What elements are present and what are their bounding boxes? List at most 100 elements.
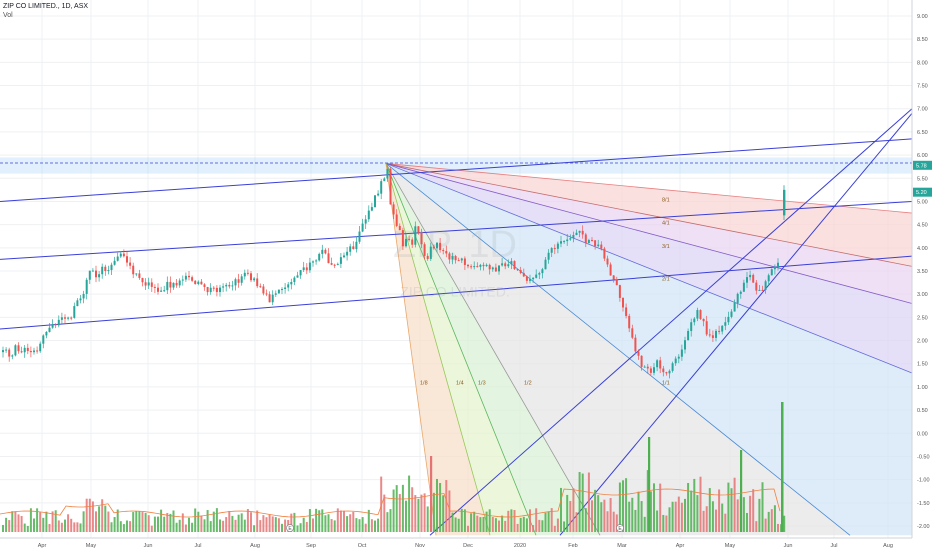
candle-body bbox=[33, 350, 35, 353]
candle-body bbox=[163, 290, 166, 292]
volume-bar bbox=[594, 489, 597, 532]
candle-body bbox=[519, 270, 522, 273]
volume-bar bbox=[178, 519, 181, 532]
volume-bar bbox=[141, 512, 144, 532]
volume-bar bbox=[740, 450, 743, 532]
x-axis-label: Dec bbox=[463, 543, 473, 549]
volume-bar bbox=[439, 483, 442, 532]
volume-bar bbox=[711, 501, 714, 532]
candle-body bbox=[445, 251, 448, 254]
volume-bar bbox=[67, 514, 70, 532]
gann-fan-label: 1/8 bbox=[420, 381, 428, 387]
volume-bar bbox=[653, 483, 655, 532]
volume-bar bbox=[29, 508, 32, 532]
volume-bar bbox=[284, 519, 287, 532]
candle-body bbox=[510, 261, 513, 265]
volume-bar bbox=[612, 511, 615, 532]
volume-bar bbox=[758, 498, 761, 532]
gann-fan-label: 1/2 bbox=[524, 381, 532, 387]
volume-bar bbox=[727, 482, 730, 532]
candle-body bbox=[637, 351, 640, 356]
price-label-box bbox=[913, 160, 932, 170]
y-axis-tick-label: 7.50 bbox=[917, 84, 928, 90]
volume-bar bbox=[42, 517, 45, 532]
volume-bar bbox=[231, 515, 234, 532]
candle-body bbox=[370, 207, 373, 211]
volume-bar bbox=[374, 520, 376, 532]
volume-bar bbox=[525, 518, 528, 532]
volume-bar bbox=[11, 511, 14, 532]
volume-bar bbox=[479, 517, 482, 532]
volume-bar bbox=[194, 508, 197, 532]
volume-bar bbox=[315, 508, 318, 532]
volume-bar bbox=[386, 512, 389, 532]
volume-bar bbox=[296, 525, 299, 532]
volume-bar bbox=[522, 516, 525, 532]
volume-bar bbox=[243, 519, 246, 532]
candle-body bbox=[491, 267, 494, 270]
candle-body bbox=[228, 284, 231, 287]
candle-body bbox=[575, 232, 578, 235]
gann-fan-ray bbox=[385, 163, 913, 214]
y-axis-tick-label: 4.00 bbox=[917, 246, 928, 252]
volume-bar bbox=[157, 516, 159, 532]
candle-body bbox=[479, 264, 482, 267]
candle-body bbox=[14, 345, 17, 356]
volume-bar bbox=[755, 521, 758, 532]
candle-body bbox=[172, 282, 175, 288]
candle-body bbox=[26, 347, 29, 351]
x-axis-label: Jun bbox=[144, 543, 153, 549]
candle-body bbox=[572, 234, 575, 239]
candle-body bbox=[386, 168, 389, 179]
volume-bar bbox=[259, 520, 262, 532]
volume-bar bbox=[191, 522, 194, 532]
candle-body bbox=[711, 335, 714, 338]
gann-fan-ray bbox=[385, 163, 851, 536]
candle-body bbox=[773, 266, 776, 270]
gann-fan-ray bbox=[385, 163, 913, 304]
candle-body bbox=[160, 290, 163, 292]
volume-bar bbox=[572, 488, 575, 532]
candle-body bbox=[522, 272, 525, 277]
y-axis-tick-label: -1.00 bbox=[917, 478, 930, 484]
volume-bar bbox=[401, 484, 404, 532]
volume-bar bbox=[516, 523, 519, 532]
volume-bar bbox=[144, 512, 147, 532]
volume-bar bbox=[674, 501, 677, 532]
volume-bar bbox=[395, 485, 398, 532]
candle-body bbox=[302, 267, 305, 271]
volume-bar bbox=[510, 509, 513, 532]
y-axis-tick-label: 1.00 bbox=[917, 385, 928, 391]
volume-bar bbox=[163, 516, 166, 532]
volume-bar bbox=[290, 513, 293, 532]
volume-bar bbox=[150, 525, 153, 532]
volume-bar bbox=[349, 514, 352, 532]
x-axis-label: Feb bbox=[568, 543, 577, 549]
gann-fan-label: 1/3 bbox=[478, 381, 486, 387]
candle-body bbox=[764, 281, 767, 290]
volume-bar bbox=[383, 494, 386, 532]
volume-bar bbox=[637, 491, 640, 532]
candle-body bbox=[659, 360, 662, 369]
candle-body bbox=[501, 263, 504, 266]
candle-body bbox=[541, 269, 544, 274]
volume-bar bbox=[529, 509, 531, 532]
candle-body bbox=[634, 337, 637, 352]
volume-bar bbox=[160, 509, 163, 532]
candle-body bbox=[653, 367, 655, 373]
candle-body bbox=[327, 253, 330, 264]
x-axis-label: 2020 bbox=[514, 543, 526, 549]
y-axis-tick-label: 6.00 bbox=[917, 153, 928, 159]
candle-body bbox=[250, 273, 252, 281]
candle-body bbox=[101, 266, 104, 275]
candle-body bbox=[439, 242, 442, 251]
candle-body bbox=[377, 193, 380, 196]
candle-body bbox=[752, 274, 755, 283]
volume-bar bbox=[181, 513, 184, 532]
candle-body bbox=[606, 258, 609, 265]
volume-bar bbox=[615, 514, 618, 532]
x-axis-label: Sep bbox=[306, 543, 316, 549]
volume-bar bbox=[764, 518, 767, 532]
